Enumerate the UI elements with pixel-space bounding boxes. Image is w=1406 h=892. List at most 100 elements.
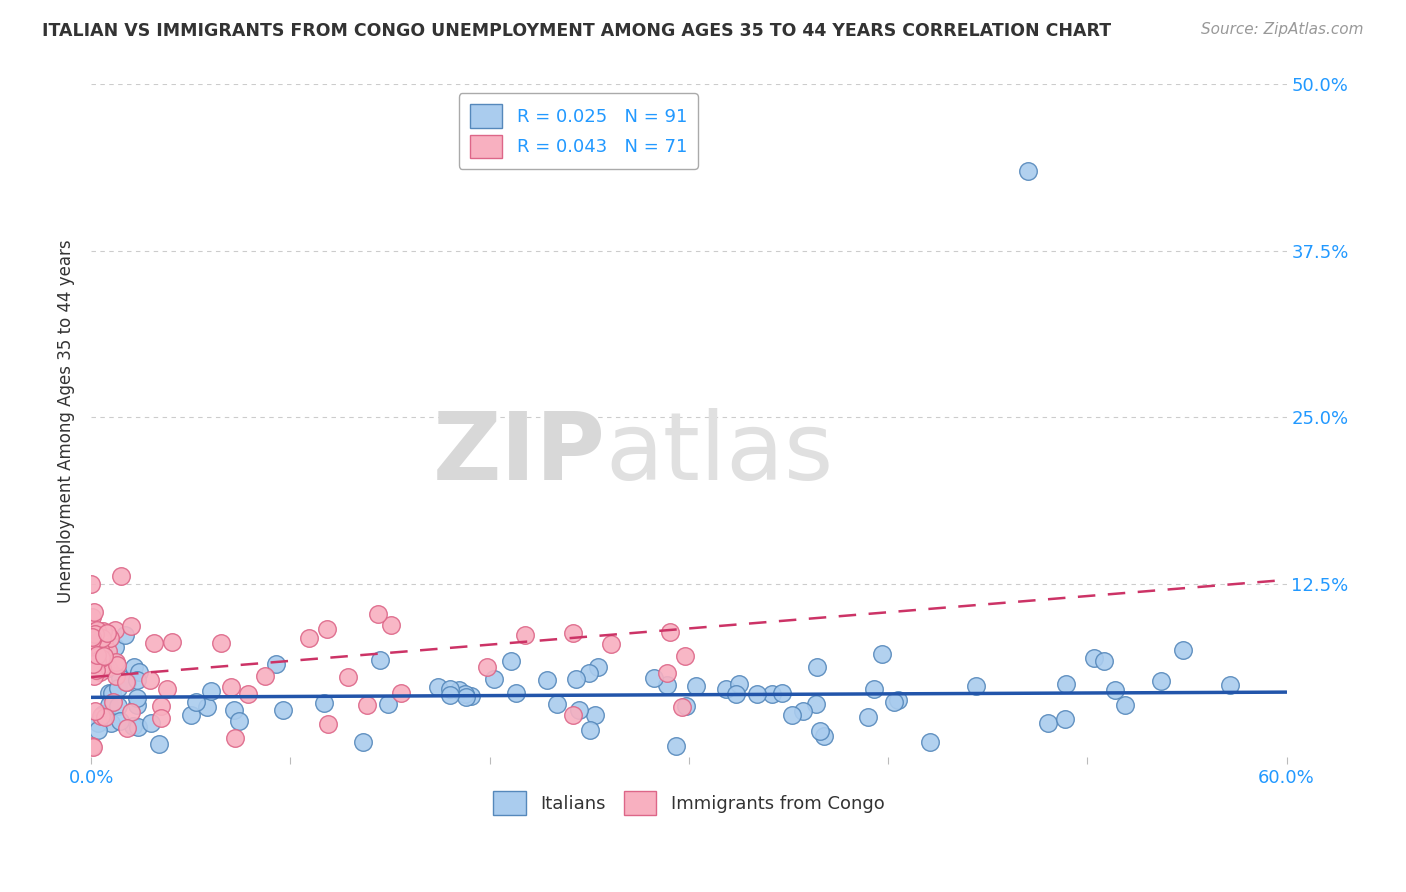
Point [103,623,125,637]
Point [792,704,814,718]
Point [780,708,803,723]
Point [90,708,112,723]
Point [312,696,335,710]
Point [127,690,149,705]
Point [115,674,138,689]
Point [98,631,121,645]
Point [90,651,112,665]
Point [82,624,104,639]
Point [1171,643,1194,657]
Text: ITALIAN VS IMMIGRANTS FROM CONGO UNEMPLOYMENT AMONG AGES 35 TO 44 YEARS CORRELAT: ITALIAN VS IMMIGRANTS FROM CONGO UNEMPLO… [42,22,1111,40]
Point [125,698,148,712]
Point [808,723,831,738]
Point [139,673,162,688]
Point [148,738,170,752]
Point [180,707,202,722]
Point [770,686,793,700]
Point [513,628,536,642]
Point [80,610,103,624]
Point [82,662,104,676]
Point [127,673,149,687]
Point [665,739,688,753]
Point [89,665,111,680]
Point [356,698,378,712]
Point [1092,654,1115,668]
Point [804,697,827,711]
Point [1104,683,1126,698]
Point [657,666,679,681]
Point [505,686,527,700]
Point [460,690,482,704]
Point [186,695,208,709]
Point [108,671,131,685]
Point [224,731,246,745]
Point [266,657,288,671]
Point [121,719,143,733]
Point [84,627,107,641]
Point [80,633,103,648]
Point [1114,698,1136,712]
Point [870,647,893,661]
Point [673,649,696,664]
Point [447,683,470,698]
Point [254,669,277,683]
Point [97,644,120,658]
Point [143,636,166,650]
Point [1054,676,1077,690]
Point [115,722,138,736]
Point [82,739,104,753]
Text: ZIP: ZIP [432,409,605,500]
Point [337,670,360,684]
Point [728,677,751,691]
Point [80,630,103,644]
Point [91,631,114,645]
Point [105,669,128,683]
Point [316,622,339,636]
Point [101,686,124,700]
Point [108,714,131,729]
Point [675,698,697,713]
Y-axis label: Unemployment Among Ages 35 to 44 years: Unemployment Among Ages 35 to 44 years [58,239,75,602]
Point [139,716,162,731]
Point [1054,712,1077,726]
Point [120,705,142,719]
Point [89,659,111,673]
Point [93,648,115,663]
Point [114,674,136,689]
Point [439,682,461,697]
Point [80,577,103,591]
Point [1150,674,1173,689]
Point [82,657,104,671]
Point [127,720,149,734]
Point [568,703,591,717]
Point [1017,164,1039,178]
Point [671,700,693,714]
Point [536,673,558,687]
Point [86,624,108,638]
Legend: Italians, Immigrants from Congo: Italians, Immigrants from Congo [486,784,891,822]
Point [806,659,828,673]
Point [83,606,105,620]
Point [367,607,389,622]
Point [761,687,783,701]
Point [84,704,107,718]
Point [93,636,115,650]
Point [482,672,505,686]
Point [120,619,142,633]
Point [965,679,987,693]
Point [107,658,129,673]
Point [86,654,108,668]
Point [87,716,110,731]
Point [725,687,748,701]
Point [91,624,114,638]
Point [578,723,600,737]
Point [89,650,111,665]
Point [380,617,402,632]
Point [101,695,124,709]
Point [352,734,374,748]
Point [104,640,127,654]
Point [578,665,600,680]
Point [149,711,172,725]
Point [86,648,108,662]
Point [368,653,391,667]
